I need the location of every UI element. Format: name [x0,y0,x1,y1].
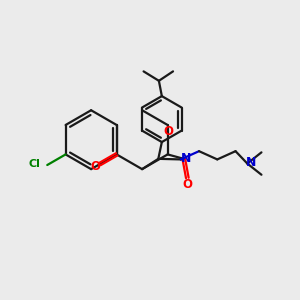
Text: N: N [246,157,256,169]
Text: O: O [90,160,100,173]
Text: O: O [163,125,173,138]
Text: N: N [181,152,191,165]
Text: Cl: Cl [29,159,41,170]
Text: O: O [182,178,192,191]
